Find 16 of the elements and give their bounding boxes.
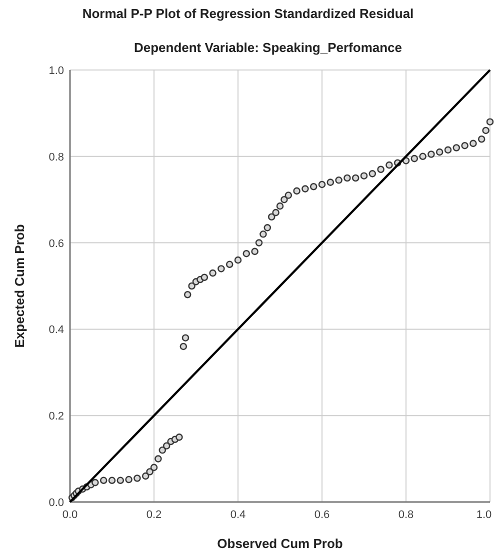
x-tick-label: 0.0: [62, 509, 78, 521]
y-tick-label: 0.8: [48, 151, 64, 164]
x-tick-label: 1.0: [476, 509, 492, 521]
x-tick-label: 0.2: [146, 509, 162, 521]
x-tick-label: 0.6: [314, 509, 330, 521]
y-tick-label: 0.2: [48, 410, 64, 423]
y-tick-label: 0.4: [48, 324, 64, 336]
x-tick-label: 0.4: [230, 509, 246, 521]
x-axis-title: Observed Cum Prob: [217, 536, 343, 551]
y-axis-title: Expected Cum Prob: [12, 224, 27, 348]
x-tick-label: 0.8: [398, 509, 414, 521]
chart-subtitle: Dependent Variable: Speaking_Perfomance: [134, 40, 402, 55]
y-tick-label: 1.0: [48, 65, 64, 77]
chart-title: Normal P-P Plot of Regression Standardized Residual: [82, 6, 414, 21]
y-tick-label: 0.6: [48, 238, 64, 250]
y-tick-label: 0.0: [48, 497, 64, 509]
